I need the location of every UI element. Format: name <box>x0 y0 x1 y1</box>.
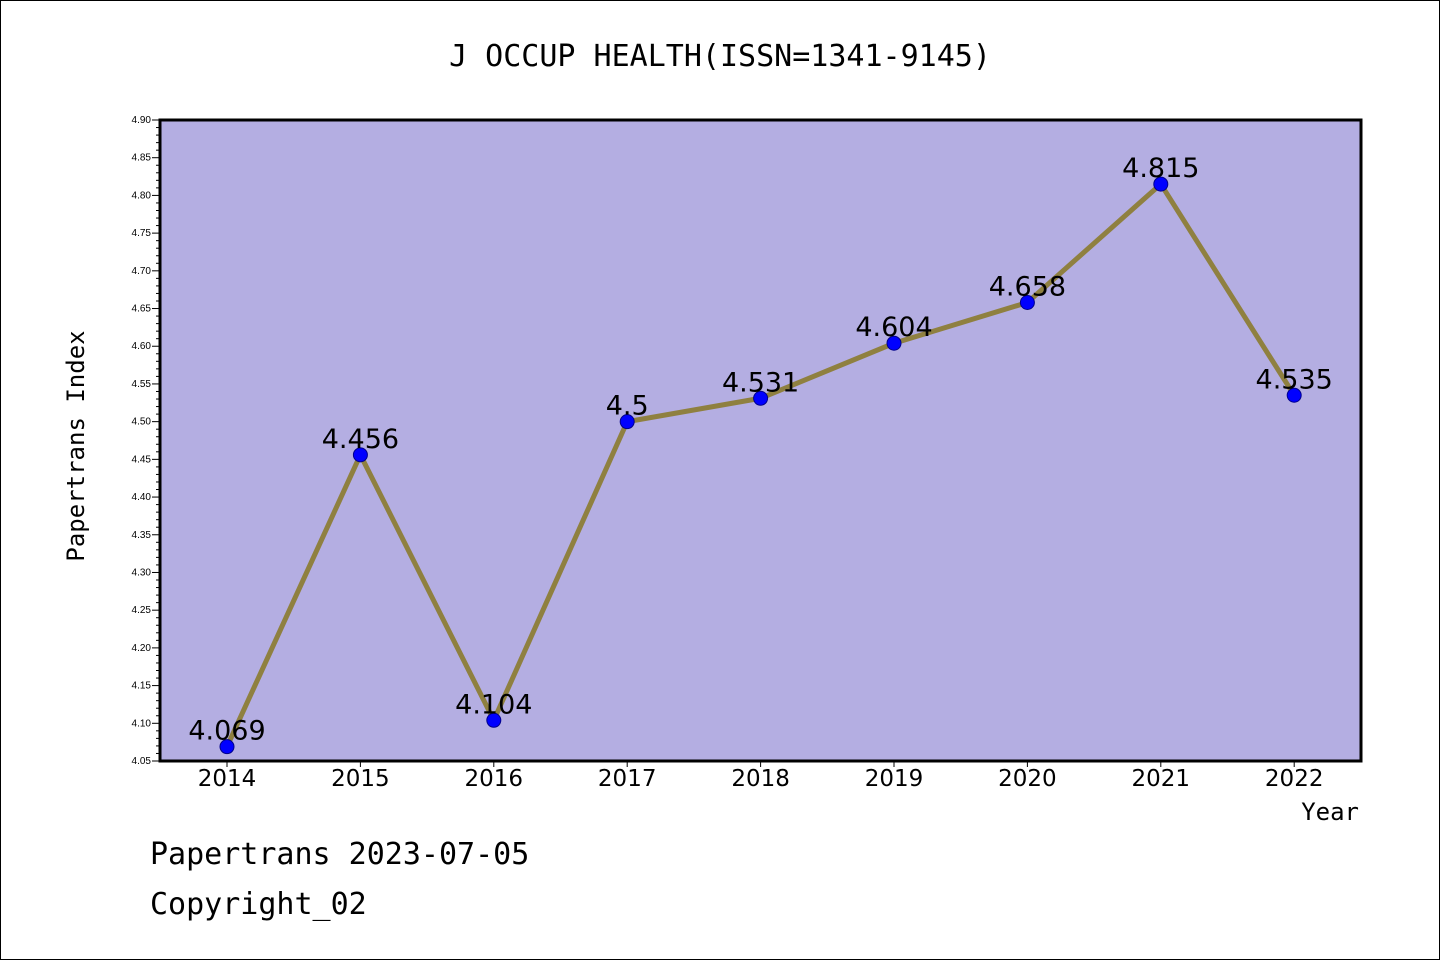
x-tick-label: 2016 <box>465 766 524 792</box>
data-label: 4.5 <box>606 391 649 422</box>
y-tick-label: 4.90 <box>132 115 152 126</box>
y-tick-label: 4.35 <box>132 530 152 541</box>
x-tick-label: 2022 <box>1265 766 1324 792</box>
y-tick-label: 4.55 <box>132 379 152 390</box>
data-label: 4.531 <box>722 367 799 398</box>
data-point <box>886 335 902 351</box>
y-tick-label: 4.10 <box>132 718 152 729</box>
series-layer: 4.069 4.456 4.104 4.5 4.531 4.604 4.658 4.815 4.… <box>188 153 1333 755</box>
data-label: 4.069 <box>188 716 265 747</box>
y-axis-ticks: 4.05 4.10 4.15 4.20 4.25 4.30 4.35 4.40 4.45 4.50… <box>132 115 160 767</box>
y-tick-label: 4.70 <box>132 266 152 277</box>
x-tick-label: 2019 <box>865 766 924 792</box>
x-axis-label: Year <box>1301 798 1359 826</box>
y-axis-label: Papertrans Index <box>62 330 90 561</box>
y-tick-label: 4.30 <box>132 567 152 578</box>
y-tick-label: 4.65 <box>132 304 152 315</box>
data-label: 4.815 <box>1122 153 1199 184</box>
data-label: 4.535 <box>1256 364 1333 395</box>
chart-title: J OCCUP HEALTH(ISSN=1341-9145) <box>449 39 991 74</box>
data-point <box>753 390 769 406</box>
x-tick-label: 2015 <box>331 766 390 792</box>
y-tick-label: 4.50 <box>132 417 152 428</box>
y-tick-label: 4.40 <box>132 492 152 503</box>
data-label: 4.658 <box>989 271 1066 302</box>
data-point <box>1019 294 1035 310</box>
footer-date: Papertrans 2023-07-05 <box>150 837 529 872</box>
data-point <box>219 739 235 755</box>
x-axis-ticks: 2014 2015 2016 2017 2018 2019 2020 2021 2022 <box>198 761 1324 792</box>
y-tick-label: 4.85 <box>132 153 152 164</box>
x-tick-label: 2014 <box>198 766 257 792</box>
data-label: 4.104 <box>455 689 532 720</box>
data-point <box>619 414 635 430</box>
data-point <box>1286 387 1302 403</box>
x-tick-label: 2021 <box>1132 766 1191 792</box>
y-tick-label: 4.25 <box>132 605 152 616</box>
y-tick-label: 4.80 <box>132 190 152 201</box>
data-point <box>352 447 368 463</box>
plot-area <box>158 118 1363 763</box>
y-tick-label: 4.75 <box>132 228 152 239</box>
y-tick-label: 4.60 <box>132 341 152 352</box>
y-tick-label: 4.15 <box>132 681 152 692</box>
x-tick-label: 2017 <box>598 766 657 792</box>
data-label: 4.604 <box>855 312 932 343</box>
y-tick-label: 4.05 <box>132 756 152 767</box>
y-tick-label: 4.20 <box>132 643 152 654</box>
y-tick-label: 4.45 <box>132 454 152 465</box>
data-point <box>1153 176 1169 192</box>
footer-copyright: Copyright_02 <box>150 887 367 922</box>
data-label: 4.456 <box>322 424 399 455</box>
x-tick-label: 2018 <box>731 766 790 792</box>
data-point <box>486 712 502 728</box>
x-tick-label: 2020 <box>998 766 1057 792</box>
